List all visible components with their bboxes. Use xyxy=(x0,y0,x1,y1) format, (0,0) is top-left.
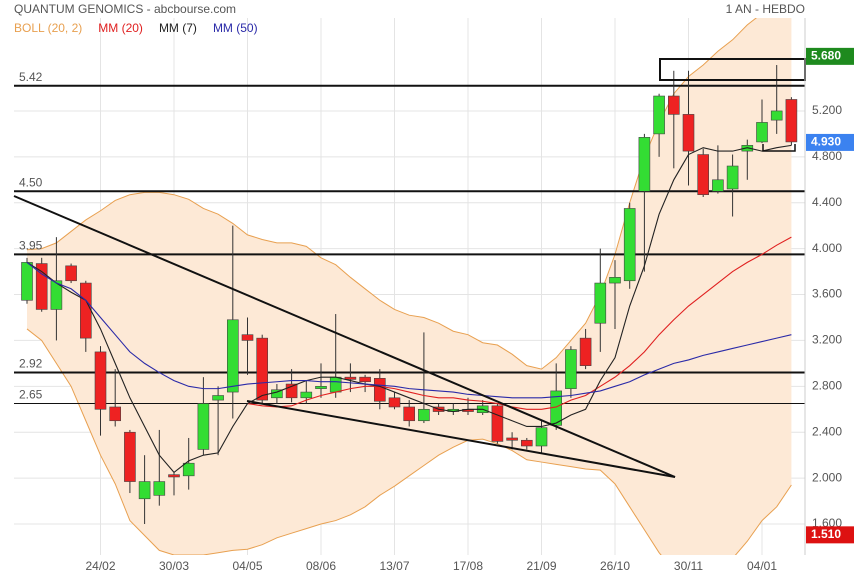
candle-body xyxy=(712,179,724,192)
candle-body xyxy=(315,386,327,389)
candle-body xyxy=(182,462,195,477)
candle-body xyxy=(565,349,577,389)
candle-body xyxy=(124,431,136,482)
legend-entry: MM (7) xyxy=(159,21,197,35)
trend-line xyxy=(13,195,676,478)
candle-body xyxy=(35,263,48,310)
legend-entry: BOLL (20, 2) xyxy=(14,21,82,35)
y-tick-label: 3.200 xyxy=(812,333,842,347)
y-tick-label: 5.200 xyxy=(812,103,842,117)
x-tick-label: 24/02 xyxy=(85,559,115,573)
y-tick-label: 2.400 xyxy=(812,424,842,438)
labels: 1.6002.0002.4002.8003.2003.6004.0004.400… xyxy=(14,21,854,573)
candle-body xyxy=(153,481,166,496)
candle-body xyxy=(168,474,180,478)
candle-body xyxy=(256,337,269,401)
y-tick-label: 4.400 xyxy=(812,195,842,209)
candle-body xyxy=(594,282,607,324)
x-tick-label: 30/03 xyxy=(159,559,189,573)
candle-body xyxy=(579,337,592,366)
candle-body xyxy=(653,95,665,135)
candle-body xyxy=(197,403,210,450)
x-tick-label: 04/01 xyxy=(747,559,777,573)
trend-line xyxy=(246,400,676,478)
price-marker xyxy=(806,47,854,65)
y-tick-label: 2.800 xyxy=(812,378,842,392)
y-tick-label: 2.000 xyxy=(812,470,842,484)
candle-body xyxy=(756,122,768,143)
chart-subtitle: 1 AN - HEBDO xyxy=(726,2,805,16)
legend-entry: MM (20) xyxy=(98,21,143,35)
candle-body xyxy=(667,95,680,115)
legend-entry: MM (50) xyxy=(213,21,258,35)
candle-body xyxy=(785,99,798,143)
candle-body xyxy=(506,437,518,441)
x-tick-label: 08/06 xyxy=(306,559,336,573)
candle-body xyxy=(359,376,371,383)
candle-body xyxy=(109,406,121,422)
candle-body xyxy=(697,154,710,196)
price-marker xyxy=(806,133,854,151)
candle-body xyxy=(65,265,77,282)
price-marker xyxy=(806,526,854,544)
candle-body xyxy=(741,145,754,152)
plot-area xyxy=(14,18,805,555)
candle-body xyxy=(94,351,107,410)
candle-body xyxy=(388,397,401,408)
moving-average xyxy=(247,236,792,410)
candle-body xyxy=(21,262,33,301)
x-tick-label: 17/08 xyxy=(453,559,483,573)
y-tick-label: 4.000 xyxy=(812,241,842,255)
candle-body xyxy=(418,408,430,422)
candle-body xyxy=(609,277,621,284)
bollinger-lower xyxy=(26,328,792,555)
x-tick-label: 13/07 xyxy=(379,559,409,573)
candle-body xyxy=(403,406,416,422)
level-label: 3.95 xyxy=(19,239,43,253)
candle-body xyxy=(638,137,651,192)
candle-body xyxy=(212,395,224,401)
x-tick-label: 21/09 xyxy=(526,559,556,573)
y-tick-label: 4.800 xyxy=(812,149,842,163)
y-tick-label: 3.600 xyxy=(812,287,842,301)
stop-bracket xyxy=(762,144,796,152)
candle-body xyxy=(535,427,548,447)
candle-body xyxy=(80,282,92,339)
moving-average xyxy=(26,261,792,399)
candle-body xyxy=(682,114,695,152)
level-label: 2.65 xyxy=(19,388,43,402)
candle-body xyxy=(329,376,342,393)
candle-body xyxy=(623,208,636,282)
candle-body xyxy=(227,319,239,393)
candle-body xyxy=(138,481,151,500)
x-tick-label: 26/10 xyxy=(600,559,630,573)
candle-body xyxy=(520,439,533,447)
x-tick-label: 30/11 xyxy=(674,559,703,573)
candle-body xyxy=(373,377,386,402)
price-marker-label: 1.510 xyxy=(811,527,841,541)
candle-body xyxy=(241,334,254,341)
candle-body xyxy=(726,165,739,190)
candle-body xyxy=(491,405,504,442)
candle-body xyxy=(285,383,298,399)
chart-title: QUANTUM GENOMICS - abcbourse.com xyxy=(14,2,236,16)
candle-body xyxy=(344,376,357,380)
price-marker-label: 5.680 xyxy=(811,49,841,63)
candle-body xyxy=(300,391,313,399)
level-label: 5.42 xyxy=(19,70,43,84)
overlay xyxy=(13,18,806,555)
candle-body xyxy=(770,110,783,121)
level-label: 4.50 xyxy=(19,175,43,189)
candle-body xyxy=(50,280,63,310)
price-marker-label: 4.930 xyxy=(811,135,841,149)
moving-average xyxy=(26,144,792,474)
x-tick-label: 04/05 xyxy=(232,559,262,573)
level-label: 2.92 xyxy=(19,357,43,371)
